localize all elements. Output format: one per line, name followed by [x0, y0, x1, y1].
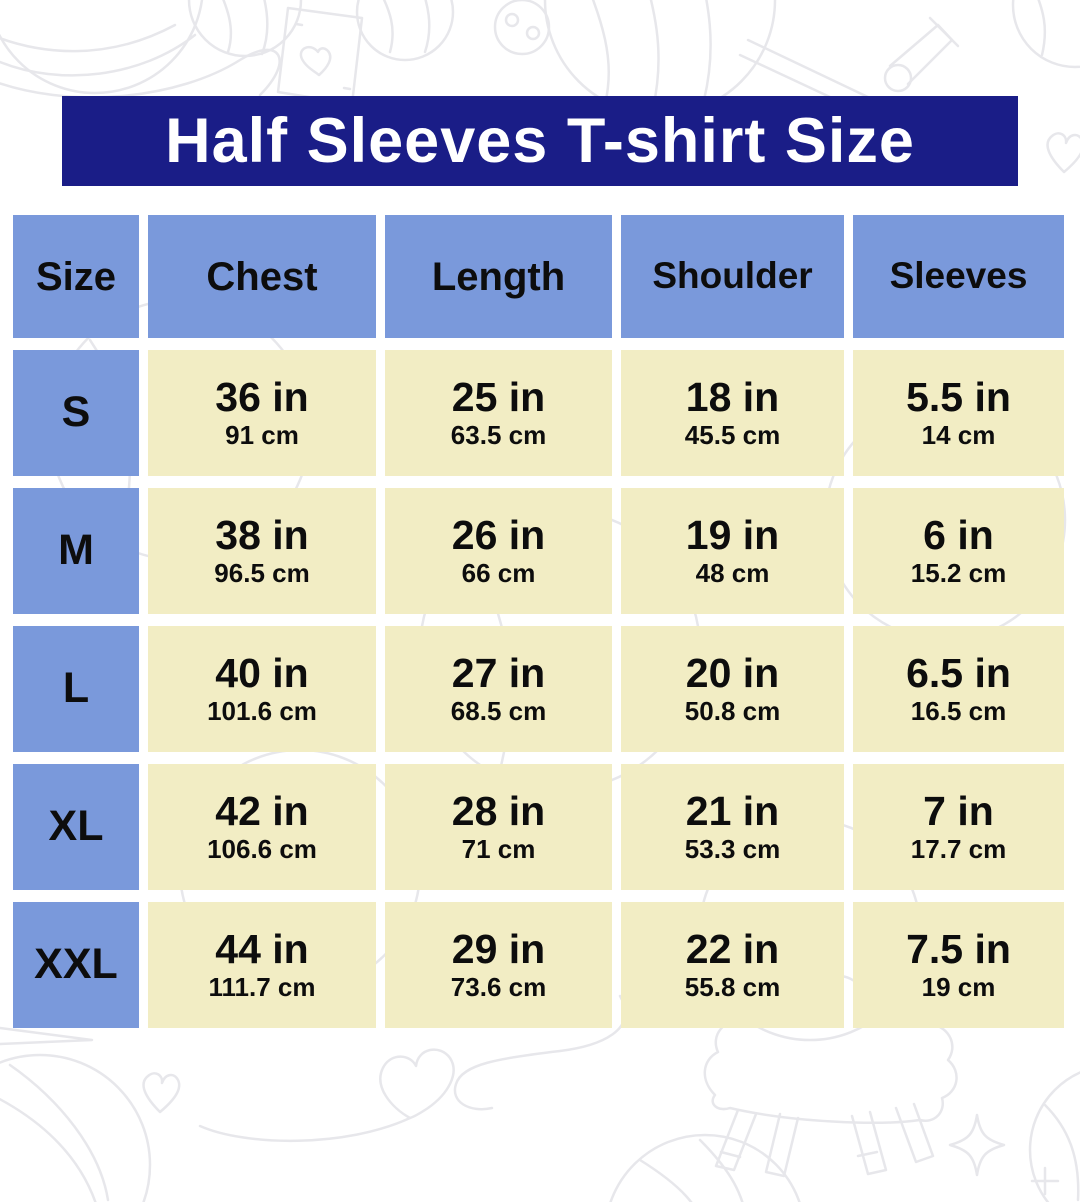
row-label-s: S: [13, 350, 139, 476]
cell-xxl-sleeves: 7.5 in 19 cm: [853, 902, 1064, 1028]
inches-value: 29 in: [451, 926, 546, 973]
inches-value: 42 in: [215, 788, 309, 835]
cm-value: 48 cm: [695, 558, 770, 589]
header-size: Size: [13, 215, 139, 338]
cm-value: 101.6 cm: [207, 696, 317, 727]
cm-value: 111.7 cm: [208, 972, 316, 1003]
inches-value: 7.5 in: [906, 926, 1011, 973]
cm-value: 15.2 cm: [910, 558, 1007, 589]
cm-value: 45.5 cm: [684, 420, 781, 451]
yarn-ball-doodle: [0, 0, 281, 99]
cell-xl-sleeves: 7 in 17.7 cm: [853, 764, 1064, 890]
cell-s-shoulder: 18 in 45.5 cm: [621, 350, 844, 476]
yarn-ball-doodle: [355, 0, 455, 62]
row-label-xl: XL: [13, 764, 139, 890]
yarn-ball-doodle: [1011, 0, 1080, 69]
inches-value: 27 in: [451, 650, 546, 697]
header-sleeves: Sleeves: [853, 215, 1064, 338]
inches-value: 6 in: [923, 512, 994, 559]
cm-value: 96.5 cm: [214, 558, 310, 589]
title-banner: Half Sleeves T-shirt Size: [62, 96, 1018, 186]
safety-pin-doodle: [883, 16, 960, 93]
inches-value: 18 in: [685, 374, 780, 421]
cm-value: 68.5 cm: [450, 696, 547, 727]
cm-value: 106.6 cm: [207, 834, 317, 865]
cell-m-length: 26 in 66 cm: [385, 488, 612, 614]
cell-xxl-chest: 44 in 111.7 cm: [148, 902, 376, 1028]
yarn-ball-doodle: [0, 1053, 152, 1202]
cell-xl-shoulder: 21 in 53.3 cm: [621, 764, 844, 890]
cm-value: 73.6 cm: [450, 972, 547, 1003]
cell-s-length: 25 in 63.5 cm: [385, 350, 612, 476]
cm-value: 55.8 cm: [684, 972, 781, 1003]
inches-value: 40 in: [215, 650, 309, 697]
inches-value: 19 in: [685, 512, 780, 559]
cell-xl-chest: 42 in 106.6 cm: [148, 764, 376, 890]
heart-doodle: [1046, 132, 1080, 174]
cell-xxl-length: 29 in 73.6 cm: [385, 902, 612, 1028]
yarn-ball-doodle: [1028, 1071, 1080, 1202]
cm-value: 63.5 cm: [450, 420, 547, 451]
cm-value: 16.5 cm: [910, 696, 1007, 727]
inches-value: 7 in: [923, 788, 994, 835]
cm-value: 66 cm: [461, 558, 536, 589]
inches-value: 25 in: [451, 374, 546, 421]
inches-value: 44 in: [215, 926, 309, 973]
row-label-xxl: XXL: [13, 902, 139, 1028]
button-doodle: [493, 0, 551, 56]
cell-l-length: 27 in 68.5 cm: [385, 626, 612, 752]
inches-value: 22 in: [685, 926, 780, 973]
cell-xxl-shoulder: 22 in 55.8 cm: [621, 902, 844, 1028]
inches-value: 26 in: [451, 512, 546, 559]
row-label-l: L: [13, 626, 139, 752]
yarn-ball-doodle: [187, 0, 303, 58]
sparkle-doodle: [948, 1113, 1006, 1177]
inches-value: 5.5 in: [906, 374, 1011, 421]
inches-value: 21 in: [685, 788, 780, 835]
inches-value: 6.5 in: [906, 650, 1011, 697]
cm-value: 71 cm: [461, 834, 536, 865]
cm-value: 19 cm: [921, 972, 996, 1003]
header-shoulder: Shoulder: [621, 215, 844, 338]
thread-doodle: [198, 994, 627, 1143]
page-title: Half Sleeves T-shirt Size: [165, 106, 915, 176]
knitted-swatch-doodle: [276, 6, 364, 106]
cm-value: 17.7 cm: [910, 834, 1007, 865]
cm-value: 53.3 cm: [684, 834, 781, 865]
inches-value: 38 in: [215, 512, 309, 559]
row-label-m: M: [13, 488, 139, 614]
cm-value: 50.8 cm: [684, 696, 781, 727]
cell-s-chest: 36 in 91 cm: [148, 350, 376, 476]
header-length: Length: [385, 215, 612, 338]
cm-value: 91 cm: [225, 420, 299, 451]
cell-l-shoulder: 20 in 50.8 cm: [621, 626, 844, 752]
inches-value: 36 in: [215, 374, 309, 421]
cell-m-shoulder: 19 in 48 cm: [621, 488, 844, 614]
heart-doodle: [142, 1072, 181, 1114]
cell-xl-length: 28 in 71 cm: [385, 764, 612, 890]
inches-value: 20 in: [685, 650, 780, 697]
cell-m-chest: 38 in 96.5 cm: [148, 488, 376, 614]
cm-value: 14 cm: [921, 420, 996, 451]
yarn-ball-doodle: [609, 1133, 801, 1202]
cell-s-sleeves: 5.5 in 14 cm: [853, 350, 1064, 476]
size-table: Size Chest Length Shoulder Sleeves S 36 …: [13, 215, 1066, 1028]
cell-m-sleeves: 6 in 15.2 cm: [853, 488, 1064, 614]
header-chest: Chest: [148, 215, 376, 338]
knitting-needle-doodle: [0, 1026, 94, 1046]
cell-l-chest: 40 in 101.6 cm: [148, 626, 376, 752]
cell-l-sleeves: 6.5 in 16.5 cm: [853, 626, 1064, 752]
inches-value: 28 in: [451, 788, 546, 835]
